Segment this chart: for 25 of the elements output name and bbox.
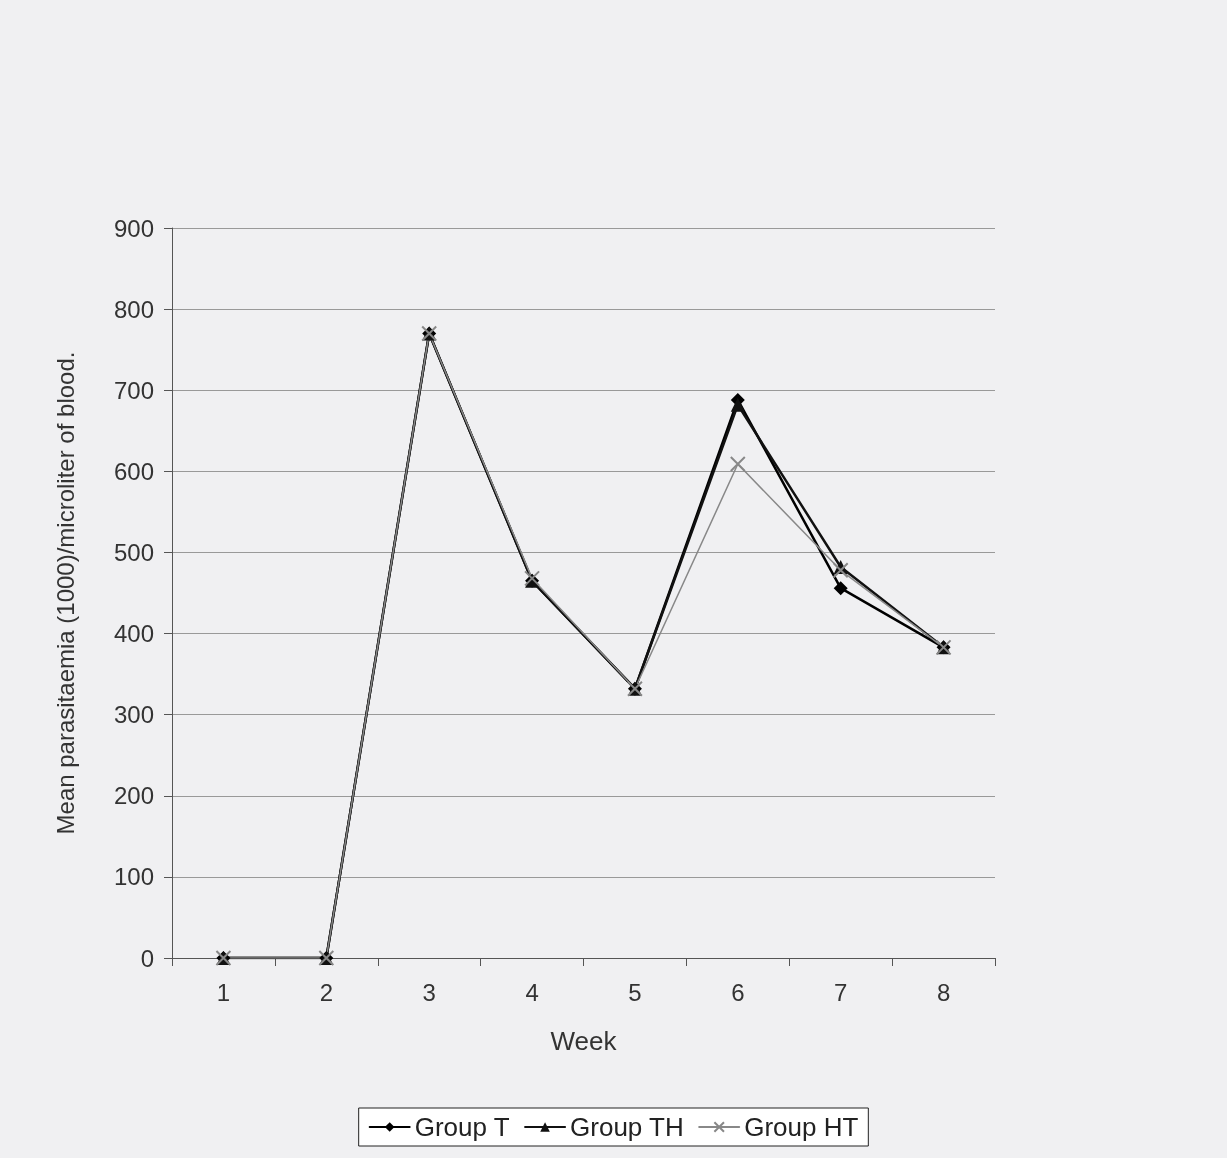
y-tick-label: 300 <box>113 701 154 729</box>
y-tick-label: 600 <box>113 457 154 485</box>
y-tick-label: 200 <box>113 782 154 810</box>
x-axis-title: Week <box>550 1026 618 1056</box>
y-tick-label: 900 <box>113 214 154 242</box>
y-tick-label: 500 <box>113 538 154 566</box>
point <box>729 456 746 473</box>
legend-label: Group T <box>414 1112 510 1142</box>
x-tick-label: 1 <box>216 978 231 1006</box>
x-tick-label: 8 <box>936 978 951 1006</box>
x-tick-label: 3 <box>422 978 436 1006</box>
x-tick-label: 5 <box>628 978 642 1006</box>
y-tick-label: 400 <box>113 620 154 648</box>
y-tick-label: 100 <box>113 863 154 891</box>
y-tick-label: 800 <box>113 295 154 323</box>
x-tick-label: 7 <box>834 978 848 1006</box>
legend-label: Group HT <box>744 1112 859 1142</box>
x-tick-label: 4 <box>525 978 539 1006</box>
x-tick-label: 6 <box>731 978 745 1006</box>
point <box>833 581 848 596</box>
y-tick-label: 700 <box>113 376 154 404</box>
y-axis-title: Mean parasitaemia (1000)/microliter of blood. <box>51 351 79 835</box>
x-tick-label: 2 <box>319 978 333 1006</box>
legend-label: Group TH <box>570 1112 684 1142</box>
y-tick-label: 0 <box>140 944 154 972</box>
